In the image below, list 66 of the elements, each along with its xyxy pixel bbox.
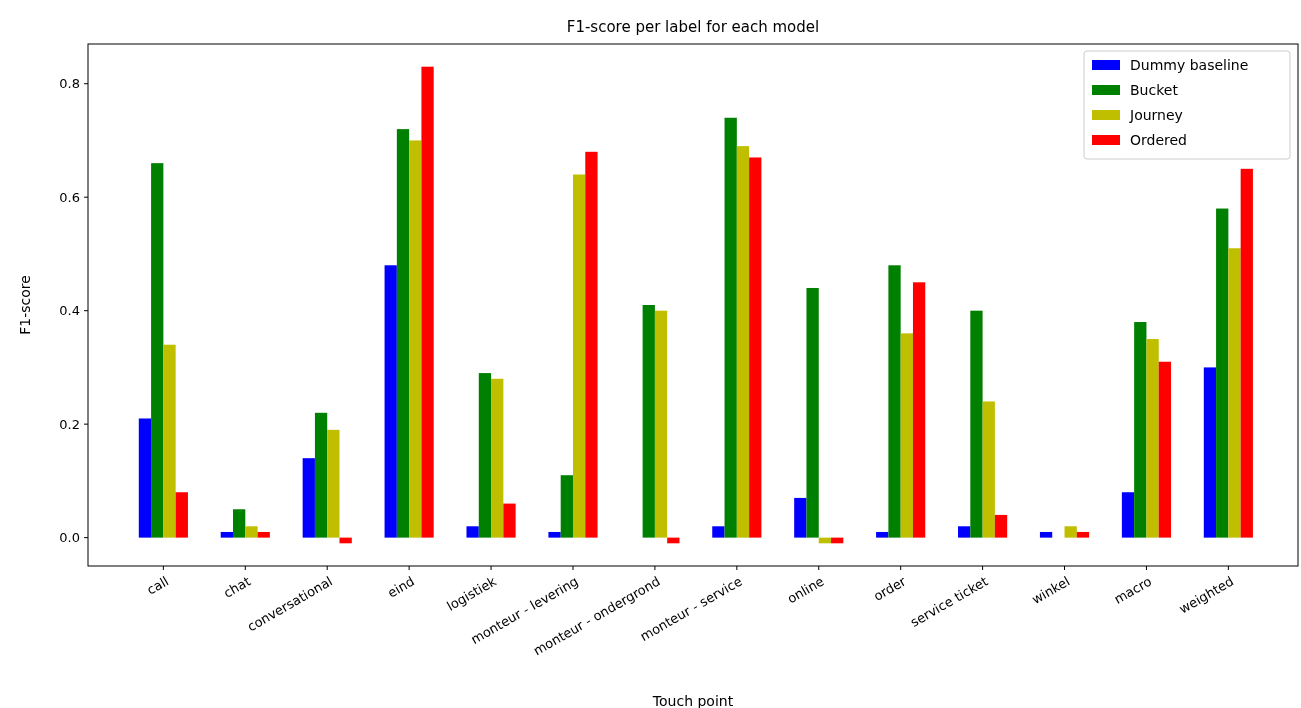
bar [421,66,434,538]
legend-label: Dummy baseline [1130,56,1249,73]
bar [736,146,750,538]
bar [958,526,971,538]
bar [1240,168,1253,538]
bar [503,503,516,538]
bar [233,509,246,538]
y-tick-label: 0.8 [59,76,80,92]
bar [1064,526,1077,538]
legend-label: Ordered [1130,131,1187,148]
bar [572,174,586,538]
bar [478,373,492,538]
bar [806,287,819,538]
x-tick-label: chat [220,573,254,601]
y-tick-label: 0.4 [59,303,80,319]
bar [1121,492,1135,538]
bar [994,514,1008,538]
bar [384,265,397,538]
bar [1158,361,1172,538]
legend-label: Bucket [1130,81,1179,98]
bar [794,497,807,538]
bar [491,378,504,538]
bar [257,531,270,538]
bar [642,305,655,538]
bar [314,412,328,538]
bar [245,526,258,538]
bar [876,531,889,538]
bar [175,492,188,538]
x-axis-title: Touch point [651,693,734,708]
bar [982,401,995,538]
chart-title: F1-score per label for each model [566,18,820,36]
bar [712,526,725,538]
bar [749,157,762,538]
y-tick-label: 0.0 [59,530,80,546]
bar [163,344,176,538]
bar [396,129,410,538]
x-tick-label: call [144,573,172,598]
legend-label: Journey [1129,106,1183,123]
bar [724,117,737,538]
bar [560,475,573,538]
y-axis-title: F1-score [17,275,33,335]
bar [466,526,479,538]
bar [900,333,913,538]
bar [1216,208,1229,538]
bar [1228,248,1241,538]
bar [138,418,152,538]
bar [888,265,901,538]
bar [327,429,340,538]
x-tick-label: eind [385,573,417,601]
bar [1134,322,1147,538]
bar [1039,531,1053,538]
bar [912,282,926,538]
bar [151,163,164,538]
bar [220,531,233,538]
bar [1203,367,1217,538]
bar [1076,531,1090,538]
bar [302,458,315,538]
bar [548,531,561,538]
bar [1146,339,1159,538]
y-tick-label: 0.2 [59,416,80,432]
x-tick-label: order [870,573,910,604]
bar [585,151,598,538]
bar [409,140,422,538]
bar [970,310,983,538]
bar [654,310,668,538]
y-tick-label: 0.6 [59,189,80,205]
